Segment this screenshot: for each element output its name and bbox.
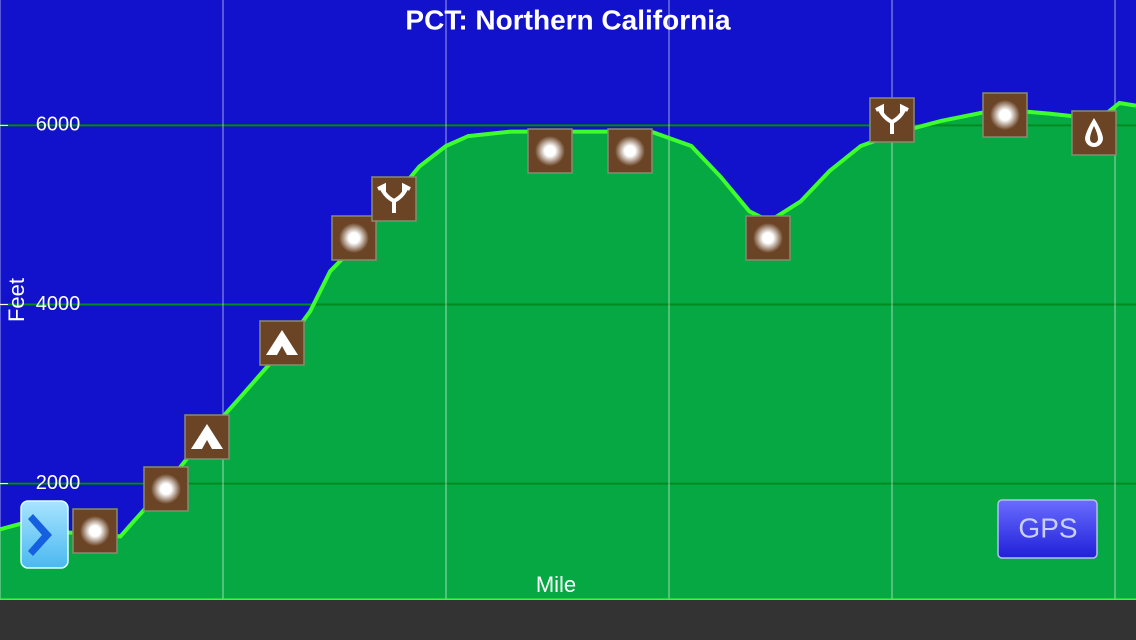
icon-glyph	[191, 424, 223, 449]
gps-label[interactable]: GPS	[1018, 512, 1077, 543]
nav-button[interactable]	[20, 500, 69, 569]
icon-bg	[184, 414, 230, 460]
icon-glyph	[339, 223, 369, 253]
y-tick-label: 4000	[36, 293, 81, 315]
waypoint-icon[interactable]	[982, 92, 1028, 138]
icon-bg	[869, 97, 915, 143]
waypoint-icon[interactable]	[331, 215, 377, 261]
waypoints	[72, 92, 1117, 554]
icon-glyph	[990, 100, 1020, 130]
elevation-area	[0, 103, 1136, 600]
waypoint-icon[interactable]	[869, 97, 915, 143]
waypoint-icon[interactable]	[72, 508, 118, 554]
waypoint-icon[interactable]	[527, 128, 573, 174]
waypoint-icon[interactable]	[1071, 110, 1117, 156]
icon-glyph	[1085, 118, 1103, 147]
waypoint-icon[interactable]	[745, 215, 791, 261]
icon-glyph	[753, 223, 783, 253]
x-axis-label: Mile	[536, 572, 576, 597]
y-tick-label: 2000	[36, 472, 81, 494]
chart-title: PCT: Northern California	[405, 4, 731, 35]
icon-glyph	[615, 136, 645, 166]
y-axis-label: Feet	[4, 278, 29, 322]
waypoint-icon[interactable]	[371, 176, 417, 222]
waypoint-icon[interactable]	[607, 128, 653, 174]
icon-glyph	[151, 474, 181, 504]
icon-bg	[1071, 110, 1117, 156]
icon-glyph	[875, 103, 909, 134]
icon-glyph	[377, 182, 411, 213]
gps-button[interactable]: GPS	[997, 499, 1098, 559]
waypoint-icon[interactable]	[143, 466, 189, 512]
y-tick-label: 6000	[36, 114, 81, 136]
icon-glyph	[266, 330, 298, 355]
icon-glyph	[535, 136, 565, 166]
waypoint-icon[interactable]	[259, 320, 305, 366]
x-axis-strip	[0, 600, 1136, 640]
icon-glyph	[80, 516, 110, 546]
waypoint-icon[interactable]	[184, 414, 230, 460]
